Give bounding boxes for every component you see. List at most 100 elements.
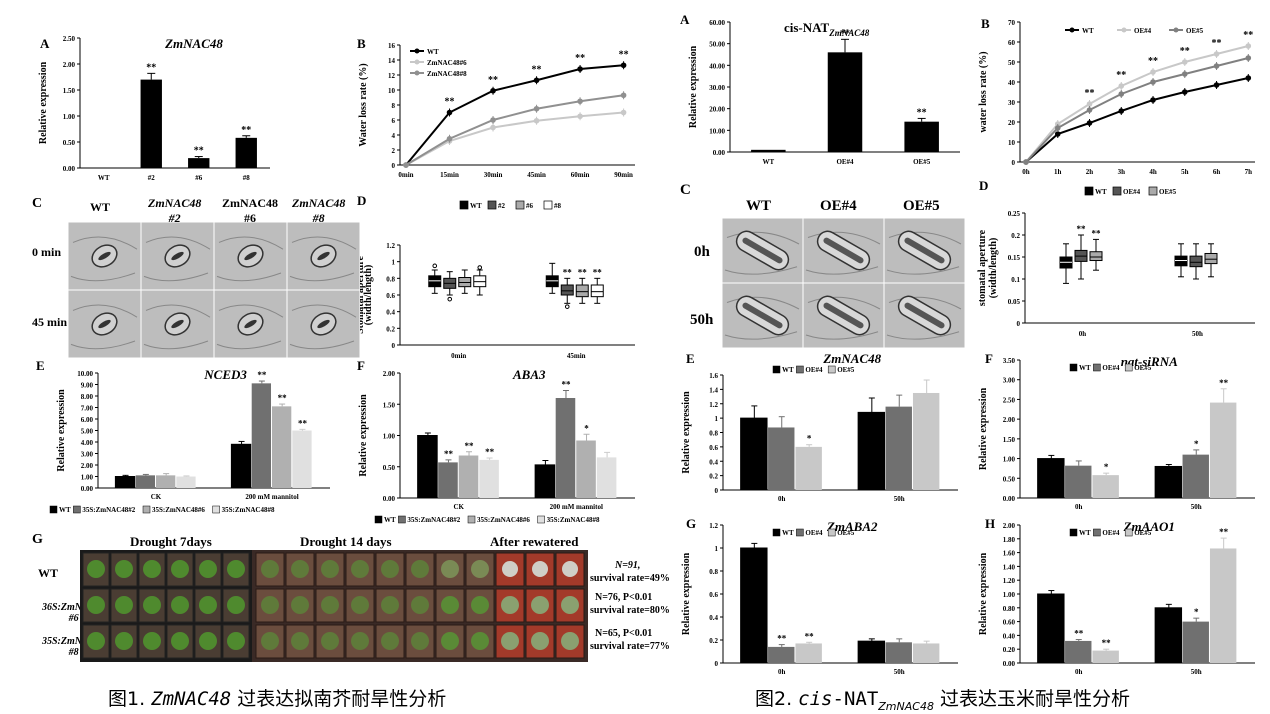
panel-label: G	[686, 516, 696, 531]
significance-mark: **	[257, 370, 267, 380]
fig2-panel-c: C WT OE#4 OE#5 0h 50h	[678, 178, 973, 348]
stomatal-pore	[904, 237, 945, 264]
y-tick-label: 0.05	[1008, 298, 1021, 306]
stomatal-pore	[98, 319, 111, 329]
legend-label: 35S:ZmNAC48#2	[407, 516, 460, 524]
bar	[292, 430, 312, 488]
legend-label: 35S:ZmNAC48#6	[477, 516, 530, 524]
y-tick-label: 1.80	[1003, 536, 1016, 544]
significance-mark: **	[1077, 224, 1087, 234]
data-point	[403, 162, 409, 168]
chart-title: NCED3	[203, 367, 247, 382]
plant	[321, 560, 339, 578]
x-tick-label: 45min	[567, 352, 586, 360]
y-axis-label: Relative expression	[38, 61, 49, 144]
row-label: 50h	[690, 312, 714, 328]
fig2-panel-h-chart: 0.00 0.20 0.40 0.60 0.80 1.00 1.20 1.40 1.60 1.80…	[978, 516, 1255, 676]
bar	[1209, 548, 1237, 663]
cell-wall	[291, 236, 357, 250]
legend-label: OE#5	[1159, 188, 1177, 196]
plant	[261, 596, 279, 614]
y-tick-label: 1.50	[1003, 436, 1016, 444]
plant	[143, 560, 161, 578]
plant	[411, 560, 429, 578]
y-axis-label: Relative expression	[358, 394, 369, 477]
x-tick-label: 0h	[1075, 503, 1083, 511]
y-tick-label: 0.6	[709, 444, 718, 452]
legend-label: WT	[384, 516, 396, 524]
legend-marker	[414, 48, 420, 54]
plant	[441, 560, 459, 578]
data-point	[1245, 43, 1252, 49]
data-point	[1213, 63, 1220, 69]
plant	[471, 560, 489, 578]
significance-mark: **	[1074, 629, 1084, 639]
y-tick-label: 0	[392, 342, 396, 350]
legend-swatch	[827, 365, 836, 374]
data-point	[446, 109, 453, 116]
data-point	[1181, 71, 1188, 77]
survival-n: N=91,	[615, 560, 641, 571]
data-point	[490, 124, 496, 131]
x-tick-label: OE#5	[913, 158, 931, 166]
y-axis-label: Water loss rate (%)	[358, 63, 369, 146]
bar	[885, 642, 912, 663]
y-tick-label: 0.8	[386, 275, 395, 283]
y-tick-label: 30.00	[709, 84, 725, 92]
data-point	[490, 117, 496, 123]
row-label: 0 min	[32, 245, 62, 259]
y-tick-label: 3.00	[81, 451, 94, 459]
significance-mark: **	[1219, 527, 1229, 537]
legend-swatch	[467, 515, 476, 524]
data-point	[1213, 82, 1220, 88]
legend-swatch	[73, 505, 81, 514]
plant	[261, 560, 279, 578]
legend-swatch	[543, 200, 553, 210]
data-point	[577, 113, 583, 120]
data-point	[1245, 75, 1252, 81]
legend-label: ZmNAC48#6	[427, 59, 467, 67]
plant	[351, 596, 369, 614]
cell-wall	[72, 236, 138, 250]
bar	[1209, 402, 1237, 498]
stomatal-pore	[317, 319, 330, 329]
col-header: Drought 7days	[130, 534, 212, 549]
legend-label: 35S:ZmNAC48#8	[222, 506, 275, 514]
survival-n: N=65, P<0.01	[595, 628, 653, 639]
stomatal-pore	[823, 302, 864, 329]
legend-label: OE#5	[1134, 364, 1152, 372]
y-tick-label: 0.15	[1008, 254, 1021, 262]
y-tick-label: 10	[1008, 139, 1016, 147]
bar	[1092, 475, 1119, 498]
y-tick-label: 0.2	[709, 637, 718, 645]
legend-label: OE#5	[837, 366, 855, 374]
legend-label: WT	[1079, 529, 1091, 537]
y-tick-label: 8	[392, 102, 396, 110]
significance-mark: **	[840, 28, 850, 39]
fig2-panel-f-chart: 0.00 0.50 1.00 1.50 2.00 2.50 3.00 3.50 Relative…	[978, 351, 1255, 511]
significance-mark: **	[1219, 378, 1229, 388]
y-tick-label: 0.2	[386, 325, 395, 333]
series-line	[1025, 45, 1249, 163]
y-tick-label: 0	[1012, 159, 1016, 167]
legend-label: OE#4	[1134, 27, 1152, 35]
series-line	[405, 111, 624, 166]
significance-mark: *	[1194, 439, 1199, 449]
y-axis-label: Relative expression	[688, 45, 699, 128]
y-tick-label: 0.6	[386, 292, 395, 300]
bar	[479, 459, 499, 498]
significance-mark: **	[1102, 638, 1112, 648]
bar	[740, 417, 768, 491]
legend-label: WT	[782, 529, 794, 537]
plant	[199, 560, 217, 578]
plant	[87, 632, 105, 650]
box	[1189, 255, 1203, 268]
y-tick-label: 0.20	[1003, 646, 1016, 654]
fig1-panel-g: G Drought 7days Drought 14 days After re…	[30, 530, 680, 670]
chart-title: nat-siRNA	[1121, 354, 1178, 369]
bar	[438, 462, 458, 498]
y-tick-label: 0.00	[81, 485, 94, 493]
stomata-photo-grid	[722, 218, 966, 348]
panel-label: D	[357, 193, 366, 208]
fig1-panel-f-chart: 0.00 0.50 1.00 1.50 2.00 Relative expression F…	[357, 358, 635, 524]
